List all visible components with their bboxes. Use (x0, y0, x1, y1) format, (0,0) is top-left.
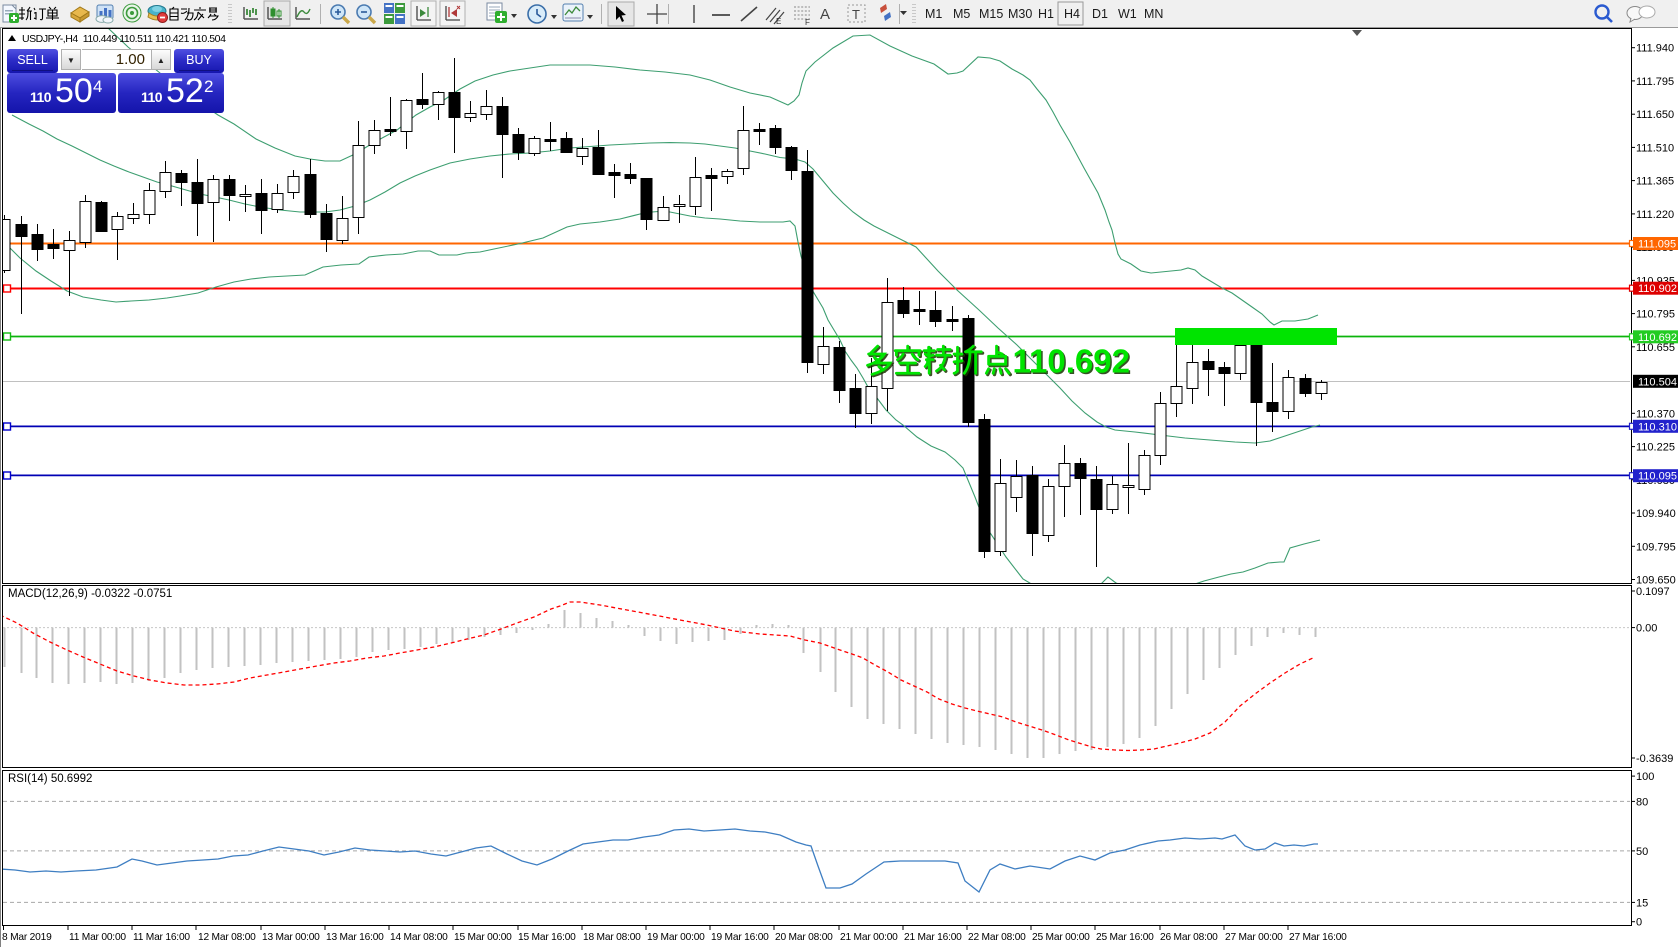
svg-text:110.504: 110.504 (1638, 376, 1677, 388)
svg-text:USDJPY-,H4 110.449 110.511 11: USDJPY-,H4 110.449 110.511 110.421 110.5… (22, 33, 226, 45)
svg-text:H4: H4 (1064, 7, 1080, 21)
svg-text:110.692: 110.692 (1013, 343, 1130, 380)
svg-text:50: 50 (1636, 846, 1648, 858)
svg-text:W1: W1 (1118, 7, 1137, 21)
svg-text:110.310: 110.310 (1638, 421, 1677, 433)
svg-text:MN: MN (1144, 7, 1163, 21)
svg-text:111.220: 111.220 (1636, 209, 1674, 221)
svg-text:26 Mar 08:00: 26 Mar 08:00 (1160, 932, 1218, 943)
svg-text:25 Mar 16:00: 25 Mar 16:00 (1096, 932, 1154, 943)
svg-text:12 Mar 08:00: 12 Mar 08:00 (198, 932, 256, 943)
svg-text:-0.3639: -0.3639 (1636, 753, 1673, 765)
svg-text:110.370: 110.370 (1636, 408, 1675, 420)
svg-text:0.1097: 0.1097 (1636, 586, 1670, 598)
svg-text:110.795: 110.795 (1636, 309, 1675, 321)
svg-text:11 Mar 00:00: 11 Mar 00:00 (69, 932, 126, 943)
svg-text:H1: H1 (1038, 7, 1054, 21)
svg-text:T: T (852, 7, 860, 22)
svg-text:110.225: 110.225 (1636, 442, 1675, 454)
svg-text:14 Mar 08:00: 14 Mar 08:00 (390, 932, 448, 943)
svg-text:111.940: 111.940 (1636, 43, 1674, 55)
svg-text:M30: M30 (1008, 7, 1032, 21)
svg-text:13 Mar 00:00: 13 Mar 00:00 (262, 932, 320, 943)
svg-text:0.00: 0.00 (1636, 623, 1657, 635)
svg-text:11 Mar 16:00: 11 Mar 16:00 (133, 932, 190, 943)
svg-text:15 Mar 16:00: 15 Mar 16:00 (518, 932, 576, 943)
svg-text:18 Mar 08:00: 18 Mar 08:00 (583, 932, 641, 943)
svg-text:111.650: 111.650 (1636, 109, 1674, 121)
svg-text:110.095: 110.095 (1638, 471, 1677, 483)
svg-text:111.795: 111.795 (1636, 76, 1674, 88)
svg-text:27 Mar 16:00: 27 Mar 16:00 (1289, 932, 1347, 943)
svg-text:111.365: 111.365 (1636, 176, 1674, 188)
svg-text:M1: M1 (925, 7, 942, 21)
svg-text:20 Mar 08:00: 20 Mar 08:00 (775, 932, 833, 943)
svg-text:0: 0 (1636, 917, 1642, 929)
svg-text:M5: M5 (953, 7, 970, 21)
svg-text:19 Mar 16:00: 19 Mar 16:00 (711, 932, 769, 943)
svg-text:RSI(14) 50.6992: RSI(14) 50.6992 (8, 773, 92, 785)
svg-text:110.902: 110.902 (1638, 283, 1677, 295)
svg-text:110.692: 110.692 (1638, 332, 1677, 344)
svg-text:13 Mar 16:00: 13 Mar 16:00 (326, 932, 384, 943)
svg-text:MACD(12,26,9) -0.0322 -0.0751: MACD(12,26,9) -0.0322 -0.0751 (8, 588, 172, 600)
svg-text:109.940: 109.940 (1636, 508, 1676, 520)
svg-text:110.692: 110.692 (1014, 344, 1131, 381)
svg-text:8 Mar 2019: 8 Mar 2019 (2, 932, 52, 943)
svg-text:E: E (776, 17, 781, 26)
svg-text:22 Mar 08:00: 22 Mar 08:00 (968, 932, 1026, 943)
svg-text:M15: M15 (979, 7, 1003, 21)
svg-text:21 Mar 16:00: 21 Mar 16:00 (904, 932, 962, 943)
svg-text:D1: D1 (1092, 7, 1108, 21)
svg-text:21 Mar 00:00: 21 Mar 00:00 (840, 932, 898, 943)
svg-text:25 Mar 00:00: 25 Mar 00:00 (1032, 932, 1090, 943)
svg-text:27 Mar 00:00: 27 Mar 00:00 (1225, 932, 1283, 943)
svg-text:15 Mar 00:00: 15 Mar 00:00 (454, 932, 512, 943)
svg-text:15: 15 (1636, 897, 1648, 909)
svg-text:111.510: 111.510 (1636, 142, 1674, 154)
svg-text:109.650: 109.650 (1636, 575, 1676, 587)
svg-text:19 Mar 00:00: 19 Mar 00:00 (647, 932, 705, 943)
svg-text:100: 100 (1636, 771, 1654, 783)
svg-text:111.095: 111.095 (1638, 239, 1676, 251)
svg-text:80: 80 (1636, 796, 1648, 808)
svg-text:A: A (820, 6, 830, 23)
svg-text:F: F (805, 18, 810, 27)
svg-text:109.795: 109.795 (1636, 541, 1676, 553)
svg-text:110.655: 110.655 (1636, 342, 1675, 354)
